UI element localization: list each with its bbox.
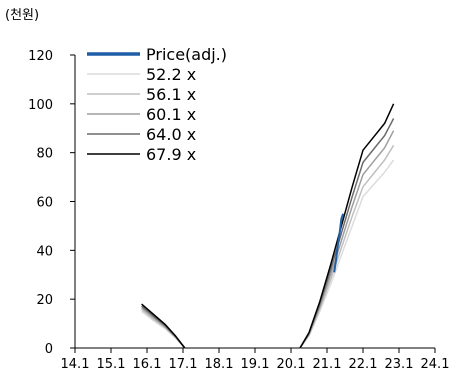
- x-tick-label: 22.1: [349, 357, 378, 372]
- legend-label: 52.2 x: [146, 65, 196, 84]
- legend-label: 60.1 x: [146, 105, 196, 124]
- x-tick-label: 23.1: [385, 357, 414, 372]
- legend: Price(adj.)52.2 x56.1 x60.1 x64.0 x67.9 …: [87, 45, 227, 164]
- x-tick-label: 14.1: [61, 357, 90, 372]
- series-lines: [141, 103, 395, 349]
- x-tick-label: 18.1: [205, 357, 234, 372]
- y-tick-label: 100: [28, 98, 53, 113]
- x-tick-label: 20.1: [277, 357, 306, 372]
- series-line: [141, 303, 186, 349]
- series-line: [333, 213, 345, 273]
- x-tick-label: 16.1: [133, 357, 162, 372]
- y-tick-label: 120: [28, 49, 53, 64]
- legend-label: Price(adj.): [146, 45, 227, 64]
- x-tick-label: 24.1: [421, 357, 450, 372]
- series-line: [141, 310, 186, 349]
- axes: 0 20 40 60 80 100 120 14.1 15.1 16.1 17.1 18.1 19.1 2…: [28, 49, 449, 372]
- y-tick-label: 0: [45, 342, 53, 357]
- y-tick-label: 20: [36, 293, 53, 308]
- series-line: [141, 308, 186, 349]
- x-tick-label: 17.1: [169, 357, 198, 372]
- legend-label: 67.9 x: [146, 145, 196, 164]
- x-tick-label: 15.1: [97, 357, 126, 372]
- unit-label: (천원): [5, 8, 39, 23]
- legend-label: 64.0 x: [146, 125, 196, 144]
- y-tick-label: 60: [36, 196, 53, 211]
- y-tick-label: 40: [36, 244, 53, 259]
- series-line: [299, 103, 395, 349]
- legend-label: 56.1 x: [146, 85, 196, 104]
- x-tick-label: 21.1: [313, 357, 342, 372]
- y-tick-label: 80: [36, 147, 53, 162]
- x-tick-label: 19.1: [241, 357, 270, 372]
